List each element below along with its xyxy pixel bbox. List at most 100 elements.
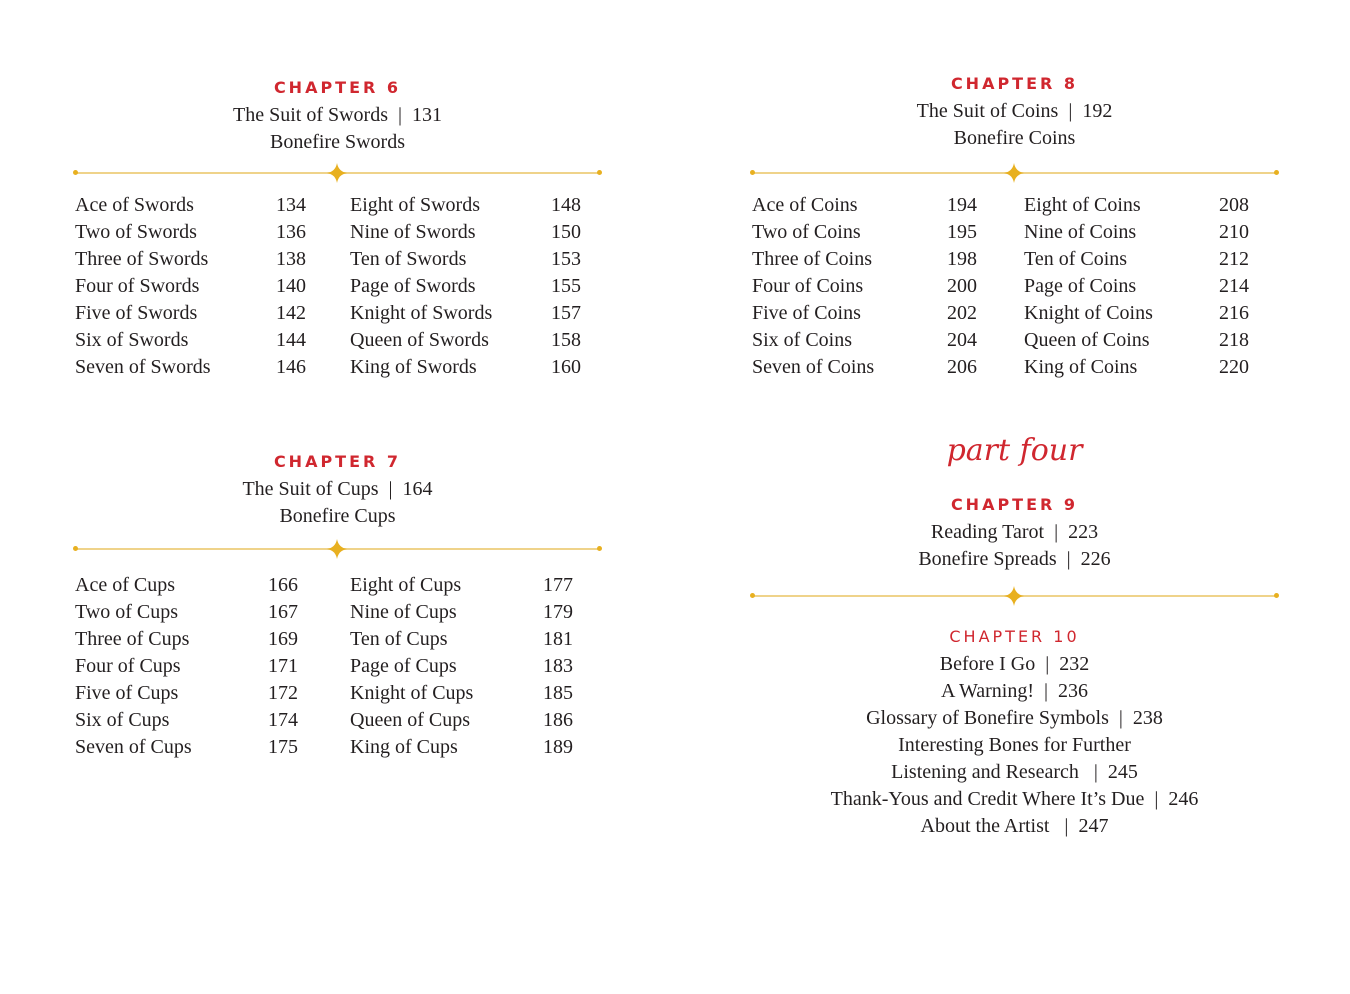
entry-title: Four of Swords: [75, 274, 200, 297]
entry-title: Ten of Cups: [350, 627, 448, 650]
entry-title: Five of Swords: [75, 301, 198, 324]
chapter-line: Bonefire Spreads | 226: [918, 548, 1111, 570]
entry-page: 204: [947, 328, 977, 351]
chapter-heading: CHAPTER 7: [273, 452, 402, 471]
entry-page: 155: [551, 274, 581, 297]
entry-title: Nine of Cups: [350, 600, 457, 623]
chapter-heading: CHAPTER 9: [950, 495, 1079, 514]
entry-page: 214: [1219, 274, 1249, 297]
chapter-line: The Suit of Coins | 192: [916, 100, 1113, 122]
entry-title: Five of Cups: [75, 681, 179, 704]
entry-title: Two of Coins: [752, 220, 861, 243]
entry-title: Queen of Coins: [1024, 328, 1150, 351]
entry-title: Two of Swords: [75, 220, 197, 243]
chapter-line: Listening and Research | 245: [891, 761, 1138, 783]
entry-title: Ten of Coins: [1024, 247, 1128, 270]
entry-title: Knight of Cups: [350, 681, 474, 704]
entry-page: 144: [276, 328, 306, 351]
divider: [73, 163, 602, 183]
entry-page: 138: [276, 247, 306, 270]
entry-page: 179: [543, 600, 573, 623]
entry-page: 183: [543, 654, 573, 677]
entry-title: Six of Coins: [752, 328, 853, 351]
entry-title: Five of Coins: [752, 301, 861, 324]
entry-page: 198: [947, 247, 977, 270]
entry-title: Six of Cups: [75, 708, 170, 731]
entry-title: Page of Cups: [350, 654, 457, 677]
entry-page: 167: [268, 600, 298, 623]
dot-icon: [597, 546, 602, 551]
entry-page: 185: [543, 681, 573, 704]
entry-page: 142: [276, 301, 306, 324]
entry-title: Ace of Cups: [75, 573, 175, 596]
dot-icon: [73, 170, 78, 175]
entry-page: 175: [268, 735, 298, 758]
entry-title: Eight of Coins: [1024, 193, 1141, 216]
chapter-heading: CHAPTER 10: [949, 627, 1080, 646]
entry-page: 153: [551, 247, 581, 270]
entry-title: Knight of Swords: [350, 301, 493, 324]
entry-page: 181: [543, 627, 573, 650]
entry-page: 158: [551, 328, 581, 351]
star-icon: [327, 539, 347, 559]
entry-page: 186: [543, 708, 573, 731]
entry-title: Four of Coins: [752, 274, 864, 297]
entry-title: Seven of Swords: [75, 355, 211, 378]
entry-title: Seven of Cups: [75, 735, 192, 758]
chapter-line: Reading Tarot | 223: [930, 521, 1099, 543]
entry-page: 150: [551, 220, 581, 243]
chapter-line: The Suit of Cups | 164: [242, 478, 433, 500]
chapter-line: Bonefire Coins: [953, 127, 1076, 149]
chapter-line: Interesting Bones for Further: [898, 734, 1131, 756]
entry-title: Eight of Swords: [350, 193, 480, 216]
entry-page: 216: [1219, 301, 1249, 324]
entry-page: 136: [276, 220, 306, 243]
dot-icon: [73, 546, 78, 551]
divider: [750, 586, 1279, 606]
entry-page: 220: [1219, 355, 1249, 378]
entry-title: Queen of Cups: [350, 708, 470, 731]
entry-page: 210: [1219, 220, 1249, 243]
entry-title: Seven of Coins: [752, 355, 875, 378]
entry-title: King of Swords: [350, 355, 477, 378]
entry-page: 194: [947, 193, 977, 216]
chapter-heading: CHAPTER 8: [950, 74, 1079, 93]
entry-title: Nine of Swords: [350, 220, 476, 243]
entry-page: 202: [947, 301, 977, 324]
entry-title: Three of Swords: [75, 247, 209, 270]
star-icon: [1004, 163, 1024, 183]
entry-page: 146: [276, 355, 306, 378]
entry-title: Nine of Coins: [1024, 220, 1137, 243]
entry-page: 208: [1219, 193, 1249, 216]
entry-page: 160: [551, 355, 581, 378]
entry-page: 189: [543, 735, 573, 758]
entry-title: Six of Swords: [75, 328, 189, 351]
entry-title: Four of Cups: [75, 654, 181, 677]
dot-icon: [1274, 170, 1279, 175]
entry-page: 172: [268, 681, 298, 704]
star-icon: [1004, 586, 1024, 606]
entry-page: 200: [947, 274, 977, 297]
chapter-line: Bonefire Cups: [279, 505, 396, 527]
dot-icon: [750, 170, 755, 175]
entry-title: Three of Cups: [75, 627, 190, 650]
part-title: part four: [946, 433, 1083, 468]
divider: [73, 539, 602, 559]
entry-page: 212: [1219, 247, 1249, 270]
entry-page: 218: [1219, 328, 1249, 351]
entry-title: Page of Coins: [1024, 274, 1137, 297]
entry-title: Knight of Coins: [1024, 301, 1153, 324]
entry-title: Ten of Swords: [350, 247, 467, 270]
entry-title: Two of Cups: [75, 600, 179, 623]
dot-icon: [750, 593, 755, 598]
entry-title: Queen of Swords: [350, 328, 489, 351]
entry-title: Eight of Cups: [350, 573, 462, 596]
entry-page: 171: [268, 654, 298, 677]
star-icon: [327, 163, 347, 183]
chapter-heading: CHAPTER 6: [273, 78, 402, 97]
entry-title: Page of Swords: [350, 274, 476, 297]
chapter-line: Glossary of Bonefire Symbols | 238: [866, 707, 1163, 729]
entry-page: 157: [551, 301, 581, 324]
chapter-line: Before I Go | 232: [939, 653, 1090, 675]
